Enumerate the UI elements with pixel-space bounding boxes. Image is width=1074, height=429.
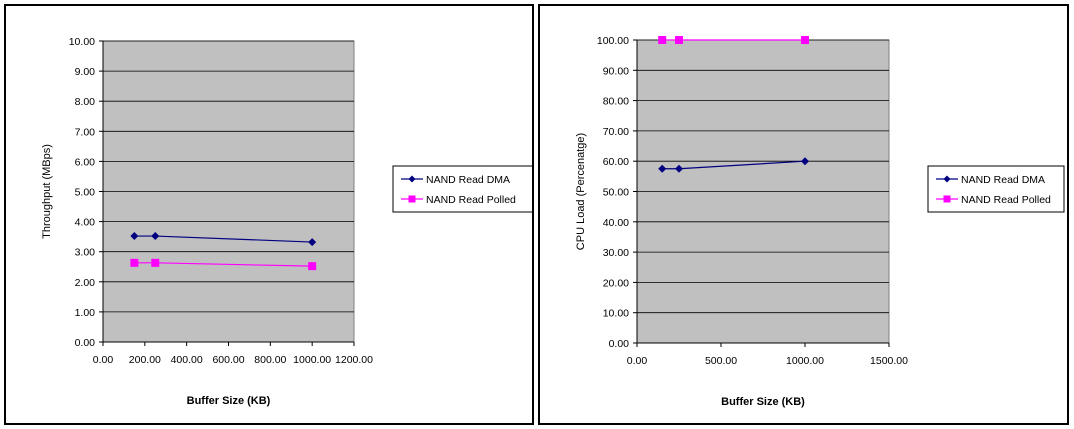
legend-entry: NAND Read DMA (426, 174, 510, 186)
legend-entry: NAND Read Polled (426, 194, 516, 206)
y-tick-label: 4.00 (75, 217, 96, 229)
data-point-diamond (658, 164, 667, 173)
data-point-diamond (801, 157, 809, 166)
y-tick-label: 40.00 (603, 217, 629, 229)
y-tick-label: 7.00 (75, 126, 96, 138)
data-point-square (675, 36, 683, 44)
data-point-square (801, 36, 809, 44)
data-point-square (308, 262, 317, 271)
x-tick-label: 1500.00 (870, 355, 908, 367)
legend-marker-square (943, 195, 951, 203)
legend-marker-diamond (408, 175, 416, 183)
x-tick-label: 400.00 (171, 354, 203, 366)
x-tick-label: 0.00 (93, 354, 114, 366)
y-tick-label: 90.00 (603, 65, 629, 77)
y-tick-label: 70.00 (603, 126, 629, 138)
y-tick-label: 3.00 (75, 247, 96, 259)
legend-marker-diamond (943, 175, 951, 183)
x-tick-label: 1200.00 (335, 354, 373, 366)
y-tick-label: 80.00 (603, 96, 629, 108)
x-axis-title: Buffer Size (KB) (721, 396, 805, 408)
legend-entry: NAND Read DMA (961, 174, 1045, 186)
x-tick-label: 1000.00 (786, 355, 824, 367)
x-tick-label: 1000.00 (293, 354, 331, 366)
data-point-square (130, 258, 139, 267)
cpu-load-chart: 0.00 10.00 20.00 30.00 40.00 50.00 60.00 70.00 8… (575, 35, 1065, 408)
data-point-diamond (308, 238, 317, 247)
y-tick-label: 2.00 (75, 277, 96, 289)
legend-box (927, 165, 1065, 213)
x-tick-label: 800.00 (254, 354, 286, 366)
y-axis-title: CPU Load (Percenatge) (575, 133, 587, 250)
legend-marker-square (408, 195, 416, 203)
y-axis-title: Throughput (MBps) (41, 144, 53, 239)
x-tick-label: 600.00 (212, 354, 244, 366)
x-tick-label: 200.00 (129, 354, 161, 366)
legend-entry: NAND Read Polled (961, 194, 1051, 206)
y-tick-label: 100.00 (597, 35, 629, 47)
legend: NAND Read DMA NAND Read Polled (392, 165, 532, 213)
data-point-diamond (130, 232, 139, 241)
y-tick-label: 20.00 (603, 277, 629, 289)
cpu-load-chart-panel: 0.00 10.00 20.00 30.00 40.00 50.00 60.00 70.00 8… (538, 4, 1069, 425)
throughput-chart: 0.00 1.00 2.00 3.00 4.00 5.00 6.00 7.00 8.00 9.00… (41, 36, 532, 407)
throughput-chart-panel: 0.00 1.00 2.00 3.00 4.00 5.00 6.00 7.00 8.00 9.00… (4, 4, 534, 425)
legend: NAND Read DMA NAND Read Polled (927, 165, 1065, 213)
y-tick-label: 8.00 (75, 96, 96, 108)
y-tick-label: 6.00 (75, 156, 96, 168)
y-tick-label: 30.00 (603, 247, 629, 259)
data-point-diamond (151, 232, 160, 241)
y-tick-label: 10.00 (603, 308, 629, 320)
x-tick-label: 0.00 (627, 355, 648, 367)
data-point-square (151, 258, 160, 267)
y-tick-label: 1.00 (75, 307, 96, 319)
y-tick-label: 10.00 (69, 36, 95, 48)
legend-box (392, 165, 532, 213)
data-point-square (658, 36, 667, 44)
y-tick-label: 5.00 (75, 187, 96, 199)
data-point-diamond (675, 164, 683, 173)
x-axis-title: Buffer Size (KB) (187, 395, 271, 407)
x-tick-label: 500.00 (705, 355, 737, 367)
y-tick-label: 60.00 (603, 156, 629, 168)
y-tick-label: 9.00 (75, 66, 96, 78)
y-tick-label: 0.00 (609, 338, 630, 350)
y-tick-label: 50.00 (603, 187, 629, 199)
y-tick-label: 0.00 (75, 337, 96, 349)
